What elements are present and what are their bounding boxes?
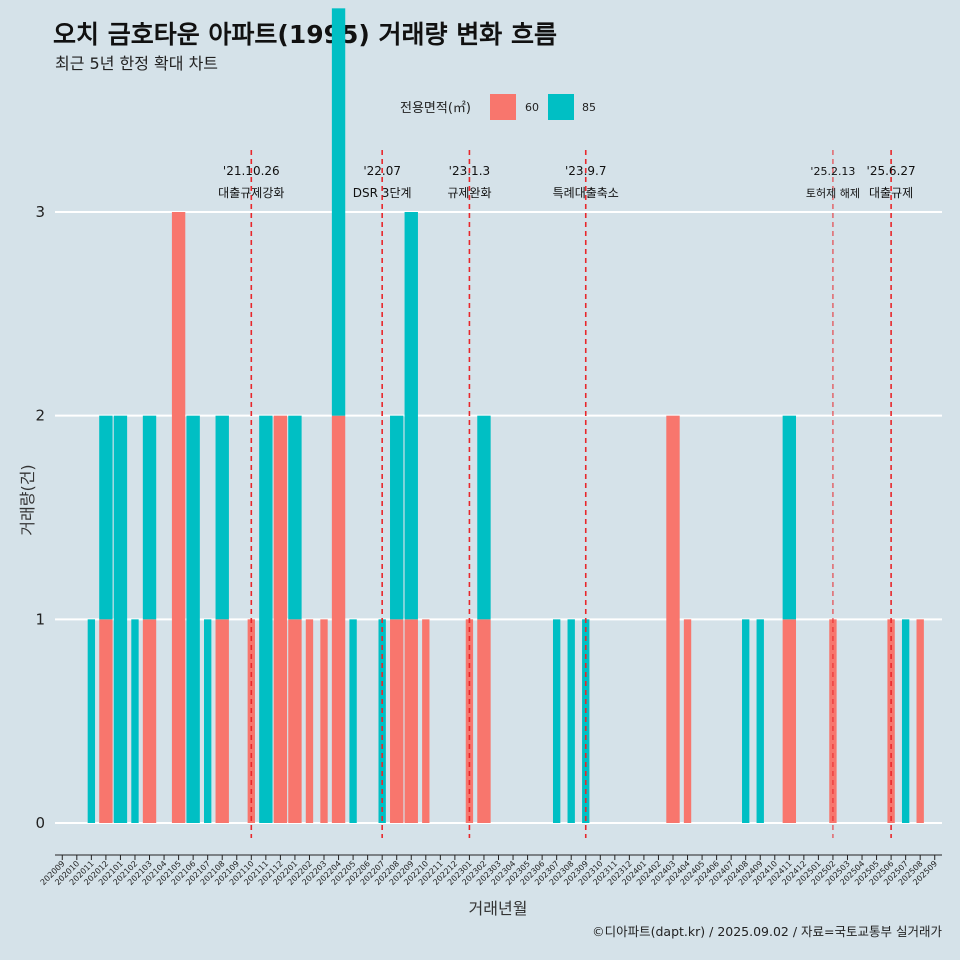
- bar-85-202302: [477, 415, 491, 620]
- chart-title: 오치 금호타운 아파트(1995) 거래량 변화 흐름: [53, 20, 557, 49]
- event-date: '25.6.27: [867, 164, 916, 178]
- source-caption: ©디아파트(dapt.kr) / 2025.09.02 / 자료=국토교통부 실…: [592, 924, 942, 939]
- bar-85-202208: [390, 415, 404, 620]
- bar-85-202205: [349, 619, 357, 823]
- bar-85-202103: [142, 415, 157, 620]
- legend-swatch-85: [548, 94, 574, 120]
- event-date: '23.1.3: [449, 164, 490, 178]
- bar-85-202011: [87, 619, 96, 823]
- bar-60-202403: [666, 415, 680, 823]
- bar-85-202101: [113, 415, 128, 823]
- bar-85-202111: [259, 415, 273, 823]
- y-tick-label: 0: [35, 814, 45, 832]
- bar-85-202106: [186, 415, 200, 823]
- event-label: 토허제 해제: [806, 186, 860, 200]
- legend-swatch-60: [490, 94, 516, 120]
- bar-60-202105: [171, 212, 186, 823]
- bar-60-202108: [215, 619, 229, 823]
- event-label: 특례대출축소: [553, 186, 619, 200]
- event-markers: '21.10.26 대출규제강화 '22.07 DSR 3단계 '23.1.3 규제완화 '…: [218, 150, 916, 838]
- bar-85-202107: [204, 619, 212, 823]
- bar-85-202307: [552, 619, 561, 823]
- bar-85-202409: [756, 619, 764, 823]
- bar-60-202209: [404, 619, 418, 823]
- bar-85-202308: [567, 619, 575, 823]
- event-date: '22.07: [363, 164, 401, 178]
- bar-85-202108: [215, 415, 229, 620]
- y-tick-label: 1: [35, 610, 45, 628]
- event-date: '21.10.26: [223, 164, 280, 178]
- legend-title: 전용면적(㎡): [400, 101, 471, 116]
- bar-60-202208: [390, 619, 404, 823]
- bar-85-202201: [288, 415, 302, 620]
- event-label: 규제완화: [447, 186, 491, 200]
- event-label: 대출규제강화: [218, 186, 284, 200]
- event-label: DSR 3단계: [353, 186, 412, 200]
- event-date: '25.2.13: [810, 165, 855, 178]
- bar-60-202508: [916, 619, 924, 823]
- bar-85-202408: [742, 619, 750, 823]
- bar-85-202102: [131, 619, 139, 823]
- bar-60-202302: [477, 619, 491, 823]
- bar-60-202204: [331, 415, 346, 823]
- legend: 전용면적(㎡) 60 85: [400, 94, 596, 120]
- legend-label-85: 85: [582, 101, 596, 114]
- bar-60-202411: [782, 619, 797, 823]
- bar-60-202210: [422, 619, 430, 823]
- bar-85-202411: [782, 415, 797, 620]
- x-axis: 2020092020102020112020122021012021022021…: [39, 854, 942, 887]
- bar-60-202103: [142, 619, 157, 823]
- y-axis-title: 거래량(건): [18, 464, 37, 535]
- bar-60-202404: [683, 619, 692, 823]
- bar-60-202112: [273, 415, 288, 823]
- bar-85-202507: [901, 619, 910, 823]
- bar-60-202012: [99, 619, 113, 823]
- y-axis: 0 1 2 3: [35, 203, 45, 832]
- bar-60-202203: [320, 619, 328, 823]
- event-date: '23.9.7: [565, 164, 606, 178]
- bar-60-202201: [288, 619, 302, 823]
- bar-85-202209: [404, 212, 418, 620]
- y-tick-label: 2: [35, 407, 45, 425]
- y-tick-label: 3: [35, 203, 45, 221]
- bar-85-202204: [331, 8, 346, 416]
- bar-85-202012: [99, 415, 113, 620]
- event-label: 대출규제: [869, 186, 913, 200]
- chart-subtitle: 최근 5년 한정 확대 차트: [55, 54, 218, 73]
- legend-label-60: 60: [525, 101, 539, 114]
- x-axis-title: 거래년월: [469, 899, 528, 918]
- bar-60-202202: [305, 619, 314, 823]
